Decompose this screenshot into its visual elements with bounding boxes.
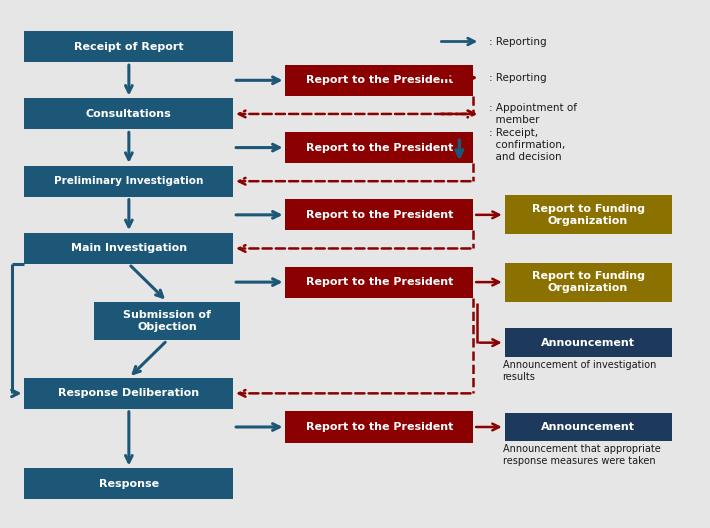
- FancyBboxPatch shape: [24, 378, 233, 409]
- FancyBboxPatch shape: [505, 413, 672, 441]
- FancyBboxPatch shape: [24, 98, 233, 129]
- Text: Report to Funding
Organization: Report to Funding Organization: [532, 271, 645, 293]
- Text: Report to the President: Report to the President: [306, 210, 453, 220]
- FancyBboxPatch shape: [24, 31, 233, 62]
- FancyBboxPatch shape: [505, 263, 672, 301]
- Text: : Reporting: : Reporting: [488, 36, 546, 46]
- FancyBboxPatch shape: [94, 301, 240, 341]
- Text: Report to the President: Report to the President: [306, 76, 453, 86]
- Text: Response Deliberation: Response Deliberation: [58, 389, 200, 398]
- Text: Receipt of Report: Receipt of Report: [74, 42, 184, 52]
- FancyBboxPatch shape: [285, 132, 474, 163]
- FancyBboxPatch shape: [505, 195, 672, 234]
- FancyBboxPatch shape: [24, 468, 233, 499]
- Text: Report to the President: Report to the President: [306, 277, 453, 287]
- Text: Report to the President: Report to the President: [306, 422, 453, 432]
- FancyBboxPatch shape: [285, 267, 474, 298]
- Text: Report to Funding
Organization: Report to Funding Organization: [532, 204, 645, 225]
- Text: : Appointment of
  member: : Appointment of member: [488, 103, 577, 125]
- FancyBboxPatch shape: [505, 328, 672, 357]
- Text: Submission of
Objection: Submission of Objection: [123, 310, 211, 332]
- Text: Main Investigation: Main Investigation: [71, 243, 187, 253]
- Text: Announcement: Announcement: [541, 337, 635, 347]
- FancyBboxPatch shape: [285, 411, 474, 442]
- FancyBboxPatch shape: [24, 233, 233, 264]
- Text: Report to the President: Report to the President: [306, 143, 453, 153]
- Text: : Receipt,
  confirmation,
  and decision: : Receipt, confirmation, and decision: [488, 128, 565, 162]
- Text: Announcement: Announcement: [541, 422, 635, 432]
- FancyBboxPatch shape: [24, 166, 233, 197]
- Text: Response: Response: [99, 479, 159, 489]
- FancyBboxPatch shape: [285, 65, 474, 96]
- FancyBboxPatch shape: [285, 199, 474, 230]
- Text: Preliminary Investigation: Preliminary Investigation: [54, 176, 204, 186]
- Text: Announcement that appropriate
response measures were taken: Announcement that appropriate response m…: [503, 444, 660, 466]
- Text: Announcement of investigation
results: Announcement of investigation results: [503, 360, 656, 382]
- Text: Consultations: Consultations: [86, 109, 172, 119]
- Text: : Reporting: : Reporting: [488, 73, 546, 83]
